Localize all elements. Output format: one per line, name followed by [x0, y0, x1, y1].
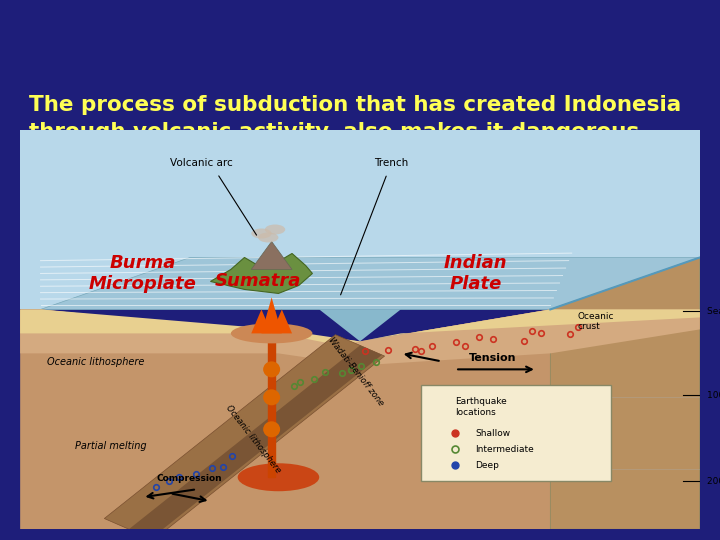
- Ellipse shape: [231, 323, 312, 343]
- Text: Oceanic lithosphere: Oceanic lithosphere: [48, 357, 145, 367]
- Text: Trench: Trench: [374, 158, 408, 167]
- Ellipse shape: [258, 233, 279, 242]
- Text: Edition, Figure 10.3, p. 289.: Edition, Figure 10.3, p. 289.: [29, 179, 231, 194]
- FancyBboxPatch shape: [421, 386, 611, 481]
- Text: Intermediate: Intermediate: [475, 445, 534, 454]
- Ellipse shape: [263, 389, 280, 406]
- Polygon shape: [104, 335, 384, 540]
- Text: Volcanic arc: Volcanic arc: [170, 158, 233, 167]
- Ellipse shape: [265, 225, 285, 234]
- Ellipse shape: [238, 463, 319, 491]
- Ellipse shape: [251, 228, 271, 239]
- Text: Partial melting: Partial melting: [75, 441, 146, 451]
- Polygon shape: [40, 258, 700, 309]
- Polygon shape: [20, 309, 700, 529]
- Text: , Davidson, Reed, and Davis, Prentice Hall, 2: , Davidson, Reed, and Davis, Prentice Ha…: [91, 157, 418, 172]
- Text: Compression: Compression: [156, 474, 222, 483]
- Polygon shape: [271, 309, 292, 333]
- Text: 100 km: 100 km: [706, 391, 720, 400]
- Polygon shape: [269, 338, 275, 477]
- Polygon shape: [261, 298, 282, 333]
- Polygon shape: [210, 249, 312, 293]
- Text: Shallow: Shallow: [475, 429, 510, 438]
- Ellipse shape: [263, 421, 280, 437]
- Polygon shape: [251, 241, 292, 269]
- Text: Sea level: Sea level: [706, 307, 720, 316]
- Text: nd: nd: [257, 152, 271, 165]
- Text: Indian
Plate: Indian Plate: [444, 254, 508, 293]
- Polygon shape: [40, 258, 700, 309]
- Text: Exploring Earth: Exploring Earth: [29, 157, 142, 172]
- Text: through volcanic activity, also makes it dangerous.: through volcanic activity, also makes it…: [29, 122, 647, 143]
- Polygon shape: [550, 258, 700, 529]
- Text: Oceanic
crust: Oceanic crust: [577, 312, 614, 332]
- Polygon shape: [20, 309, 700, 366]
- Ellipse shape: [263, 361, 280, 377]
- Polygon shape: [129, 346, 382, 539]
- Text: Deep: Deep: [475, 461, 500, 470]
- Text: 200 km: 200 km: [706, 477, 720, 486]
- Text: Burma
Microplate: Burma Microplate: [89, 254, 197, 293]
- Text: Tension: Tension: [469, 353, 516, 363]
- Polygon shape: [319, 309, 401, 341]
- Text: Sumatra: Sumatra: [215, 273, 301, 291]
- Polygon shape: [20, 309, 700, 346]
- Bar: [20, 130, 700, 309]
- Text: Wadati-Benioff zone: Wadati-Benioff zone: [326, 335, 385, 407]
- Text: Earthquake
locations: Earthquake locations: [455, 397, 507, 417]
- Text: The process of subduction that has created Indonesia: The process of subduction that has creat…: [29, 95, 681, 116]
- Text: Oceanic lithosphere: Oceanic lithosphere: [224, 404, 282, 475]
- Polygon shape: [251, 309, 271, 333]
